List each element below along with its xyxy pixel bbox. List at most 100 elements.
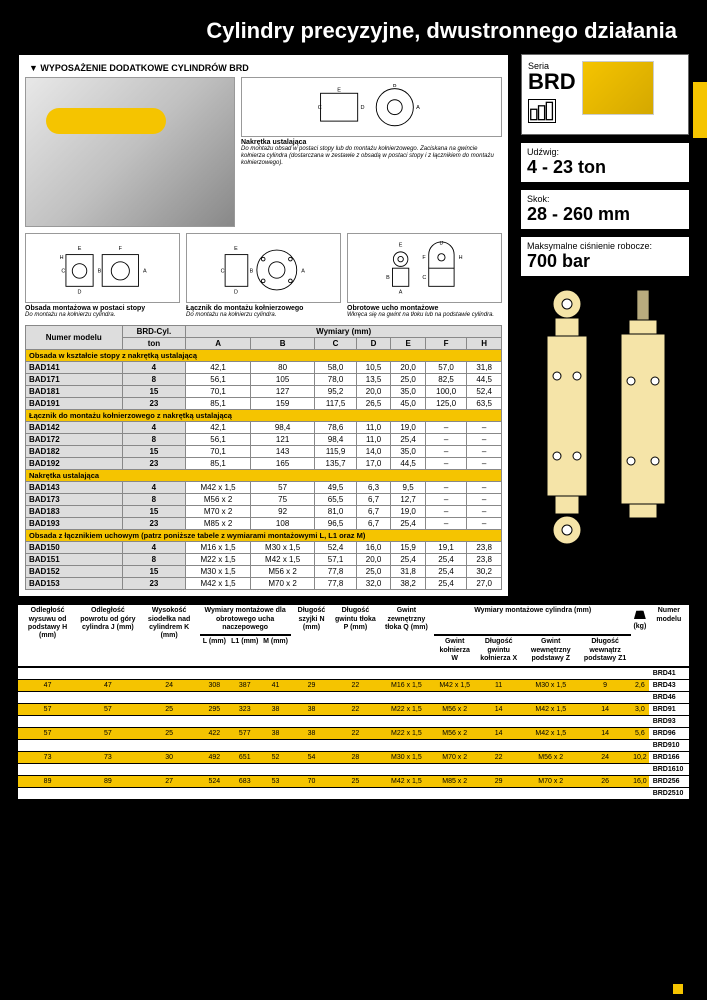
dim-cell: M56 x 2 — [434, 727, 475, 739]
dim-cell — [291, 667, 333, 680]
svg-text:E: E — [234, 246, 238, 252]
acc-table-row: BAD1434M42 x 1,55749,56,39,5–– — [26, 482, 502, 494]
acc-cell: 52,4 — [315, 542, 356, 554]
dim-cell: 22 — [332, 703, 378, 715]
dim-cell: 3,0 — [631, 703, 649, 715]
bth-14: Numer modelu — [649, 605, 689, 666]
dim-cell: 25 — [332, 775, 378, 787]
svg-text:C: C — [221, 269, 225, 275]
dim-cell — [434, 691, 475, 703]
nakretka-drawing-block: ECDBA Nakrętka ustalająca Do montażu obs… — [241, 77, 502, 227]
acc-cell: – — [467, 494, 502, 506]
dim-cell: 38 — [291, 727, 333, 739]
acc-cell: 78,0 — [315, 374, 356, 386]
dim-cell: 5,6 — [631, 727, 649, 739]
dimensions-table-head: Odległość wysuwu od podstawy H (mm) Odle… — [18, 605, 689, 666]
series-box: Seria BRD — [521, 54, 689, 135]
bth-7: Długość gwintu tłoka P (mm) — [332, 605, 378, 666]
acc-cell: 105 — [250, 374, 315, 386]
dim-cell — [475, 691, 522, 703]
acc-cell: – — [467, 518, 502, 530]
dim-table-row: BRD46 — [18, 691, 689, 703]
acc-cell: 11,0 — [356, 422, 391, 434]
dim-cell: M56 x 2 — [434, 703, 475, 715]
acc-cell: 10,5 — [356, 362, 391, 374]
dim-cell: M70 x 2 — [522, 775, 579, 787]
dim-cell — [260, 667, 290, 680]
dim-cell: 54 — [291, 751, 333, 763]
accessory-drawing-1: ECBAD — [186, 233, 341, 303]
dimensions-table: Odległość wysuwu od podstawy H (mm) Odle… — [18, 605, 689, 799]
dim-cell: 25 — [139, 703, 200, 715]
accessory-text-0: Do montażu na kołnierzu cylindra. — [25, 312, 180, 319]
dim-cell — [631, 763, 649, 775]
acc-cell: M22 x 1,5 — [186, 554, 251, 566]
svg-text:F: F — [119, 246, 123, 252]
cylinder-technical-drawings: E — [521, 286, 689, 566]
acc-cell: 15 — [122, 566, 186, 578]
th-F: F — [425, 338, 466, 350]
dim-cell — [522, 667, 579, 680]
acc-cell: 15,9 — [391, 542, 426, 554]
dim-cell — [379, 715, 435, 727]
acc-cell: BAD193 — [26, 518, 123, 530]
svg-text:A: A — [302, 269, 306, 275]
acc-cell: 44,5 — [467, 374, 502, 386]
dim-cell — [229, 739, 260, 751]
acc-cell: 42,1 — [186, 362, 251, 374]
acc-table-row: BAD1518M22 x 1,5M42 x 1,557,120,025,425,… — [26, 554, 502, 566]
dim-cell — [200, 667, 229, 680]
dim-cell — [332, 739, 378, 751]
acc-cell: 23 — [122, 518, 186, 530]
acc-cell: 20,0 — [356, 386, 391, 398]
acc-cell: 23 — [122, 458, 186, 470]
dim-cell — [475, 667, 522, 680]
bth-3: L (mm) — [200, 635, 229, 666]
main-content-row: ▼ WYPOSAŻENIE DODATKOWE CYLINDRÓW BRD EC… — [0, 54, 707, 597]
svg-text:C: C — [318, 105, 322, 111]
acc-cell: 23 — [122, 578, 186, 590]
acc-cell: 4 — [122, 542, 186, 554]
acc-cell: 25,4 — [425, 566, 466, 578]
dim-cell — [139, 691, 200, 703]
dim-cell — [434, 715, 475, 727]
svg-text:B: B — [250, 269, 254, 275]
dim-model-cell: BRD43 — [649, 679, 689, 691]
acc-cell: 31,8 — [467, 362, 502, 374]
page-title: Cylindry precyzyjne, dwustronnego działa… — [0, 0, 707, 54]
dim-cell — [139, 739, 200, 751]
acc-cell: 6,7 — [356, 494, 391, 506]
acc-cell: 38,2 — [391, 578, 426, 590]
acc-cell: BAD142 — [26, 422, 123, 434]
th-E: E — [391, 338, 426, 350]
dim-cell — [291, 739, 333, 751]
acc-cell: 77,8 — [315, 566, 356, 578]
left-column: ▼ WYPOSAŻENIE DODATKOWE CYLINDRÓW BRD EC… — [18, 54, 509, 597]
dim-cell: 323 — [229, 703, 260, 715]
dim-cell — [18, 739, 77, 751]
dim-cell: 47 — [18, 679, 77, 691]
acc-cell: 135,7 — [315, 458, 356, 470]
svg-text:A: A — [143, 269, 147, 275]
acc-table-row: BAD1738M56 x 27565,56,712,7–– — [26, 494, 502, 506]
acc-cell: M16 x 1,5 — [186, 542, 251, 554]
acc-cell: 25,0 — [391, 374, 426, 386]
th-C: C — [315, 338, 356, 350]
acc-cell: 78,6 — [315, 422, 356, 434]
acc-cell: 30,2 — [467, 566, 502, 578]
dim-cell: M42 x 1,5 — [522, 727, 579, 739]
acc-cell: 8 — [122, 554, 186, 566]
accessory-item-1: ECBAD Łącznik do montażu kołnierzowego D… — [186, 233, 341, 319]
acc-cell: 70,1 — [186, 386, 251, 398]
dim-cell — [291, 715, 333, 727]
dim-cell — [200, 787, 229, 799]
dim-model-cell: BRD93 — [649, 715, 689, 727]
dim-cell — [579, 715, 631, 727]
acc-cell: 8 — [122, 494, 186, 506]
acc-cell: BAD191 — [26, 398, 123, 410]
dim-cell: 28 — [332, 751, 378, 763]
th-A: A — [186, 338, 251, 350]
spec-value-2: 700 bar — [527, 251, 683, 272]
dim-cell: 52 — [260, 751, 290, 763]
acc-cell: – — [467, 446, 502, 458]
